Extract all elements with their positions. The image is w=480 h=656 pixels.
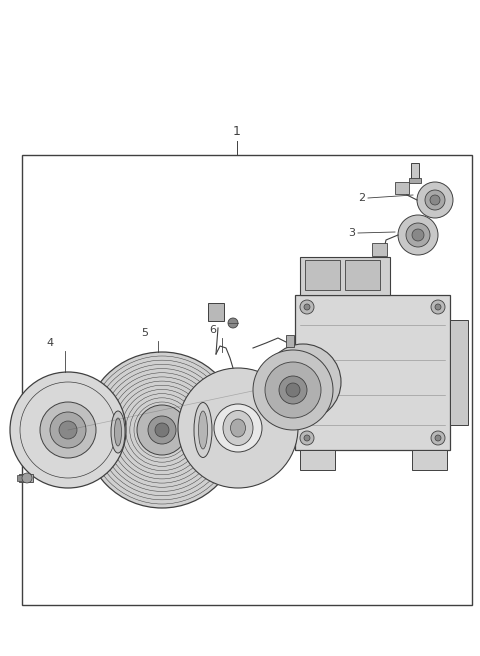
Bar [450, 320, 468, 425]
Circle shape [300, 431, 314, 445]
Circle shape [286, 383, 300, 397]
Circle shape [253, 350, 333, 430]
Circle shape [281, 360, 325, 404]
Circle shape [178, 368, 298, 488]
Bar [22, 155, 472, 605]
Circle shape [425, 190, 445, 210]
Circle shape [155, 423, 169, 437]
Text: 5: 5 [142, 328, 148, 338]
Text: 2: 2 [358, 193, 365, 203]
Circle shape [265, 344, 341, 420]
Circle shape [398, 215, 438, 255]
Circle shape [59, 421, 77, 439]
Bar [412, 450, 447, 470]
Circle shape [22, 473, 32, 483]
Ellipse shape [115, 418, 121, 446]
Bar [411, 163, 419, 181]
Circle shape [406, 223, 430, 247]
Ellipse shape [230, 419, 245, 437]
Circle shape [304, 435, 310, 441]
Ellipse shape [194, 403, 212, 457]
Circle shape [304, 304, 310, 310]
Bar [208, 303, 224, 321]
Circle shape [214, 404, 262, 452]
Bar [395, 182, 409, 194]
Ellipse shape [223, 411, 253, 445]
Circle shape [300, 300, 314, 314]
Text: 1: 1 [233, 125, 241, 138]
Bar [300, 450, 335, 470]
Circle shape [293, 372, 313, 392]
Text: 6: 6 [209, 325, 216, 335]
Bar [409, 178, 421, 183]
Bar [300, 257, 390, 295]
Bar [345, 260, 380, 290]
Bar [19, 474, 33, 482]
Circle shape [431, 431, 445, 445]
Bar [286, 335, 294, 347]
Circle shape [435, 304, 441, 310]
Circle shape [84, 352, 240, 508]
Circle shape [137, 405, 187, 455]
Bar [305, 260, 340, 290]
Bar [372, 243, 387, 256]
Text: 3: 3 [348, 228, 355, 238]
Circle shape [40, 402, 96, 458]
Circle shape [265, 362, 321, 418]
Circle shape [148, 416, 176, 444]
Circle shape [435, 435, 441, 441]
Circle shape [417, 182, 453, 218]
Bar [295, 295, 450, 450]
Circle shape [50, 412, 86, 448]
Text: 4: 4 [47, 338, 54, 348]
Circle shape [431, 300, 445, 314]
Circle shape [10, 372, 126, 488]
Bar [17, 475, 22, 481]
Circle shape [228, 318, 238, 328]
Circle shape [430, 195, 440, 205]
Ellipse shape [111, 411, 125, 453]
Circle shape [279, 376, 307, 404]
Ellipse shape [199, 411, 207, 449]
Circle shape [412, 229, 424, 241]
